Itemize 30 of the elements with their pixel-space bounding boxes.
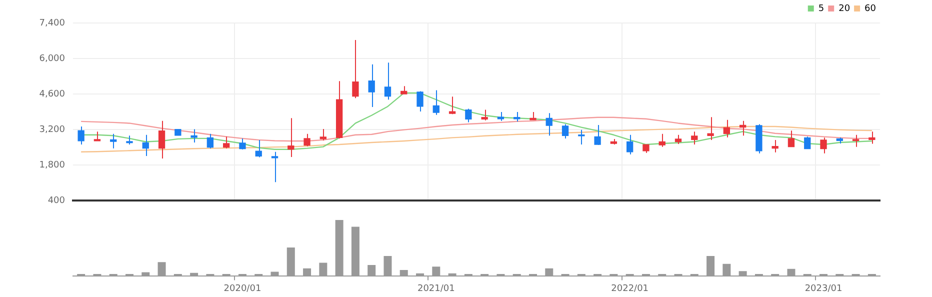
candlestick xyxy=(448,96,456,115)
candlestick xyxy=(320,128,326,141)
x-tick-label: 2022/01 xyxy=(611,284,649,294)
candlestick xyxy=(642,144,650,154)
candlestick xyxy=(820,137,827,154)
candlestick xyxy=(78,126,84,146)
candlestick xyxy=(94,131,101,142)
candlestick xyxy=(239,138,246,150)
candlestick xyxy=(594,124,601,146)
candlestick xyxy=(416,90,424,112)
y-tick-label: 3,200 xyxy=(39,124,66,135)
legend-label: 5 xyxy=(818,4,824,14)
legend-label: 60 xyxy=(864,4,876,14)
candlestick xyxy=(481,109,488,121)
candlestick xyxy=(126,135,133,146)
candlestick xyxy=(271,151,278,183)
candlestick xyxy=(174,128,182,136)
candlestick xyxy=(756,124,762,154)
candlestick xyxy=(304,133,310,147)
y-tick-label: 400 xyxy=(48,196,66,206)
candlestick xyxy=(465,108,472,123)
candlestick xyxy=(190,128,198,143)
y-tick-label: 4,600 xyxy=(39,89,66,100)
x-tick-label: 2020/01 xyxy=(224,284,262,294)
y-tick-label: 6,000 xyxy=(39,54,66,64)
x-tick-label: 2021/01 xyxy=(417,284,455,294)
y-tick-label: 7,400 xyxy=(39,18,66,28)
y-tick-label: 1,800 xyxy=(39,160,66,170)
x-tick-label: 2023/01 xyxy=(804,284,842,294)
legend-label: 20 xyxy=(838,4,850,14)
